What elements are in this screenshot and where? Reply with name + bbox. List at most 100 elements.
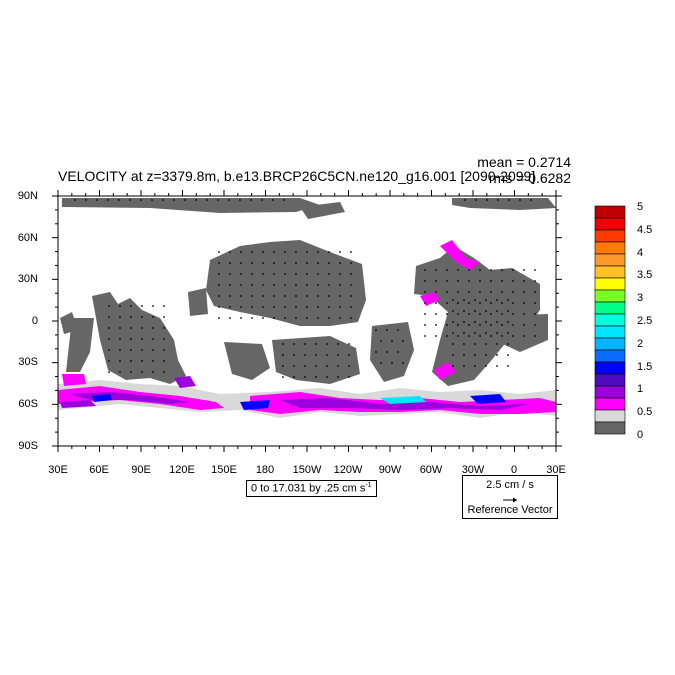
velocity-vector-dot [273, 284, 275, 286]
velocity-vector-dot [474, 299, 476, 301]
velocity-vector-dot [240, 295, 242, 297]
velocity-vector-dot [496, 321, 498, 323]
velocity-vector-dot [435, 291, 437, 293]
velocity-vector-dot [273, 306, 275, 308]
colorbar-box [594, 373, 626, 387]
velocity-vector-dot [239, 199, 241, 201]
velocity-vector-dot [337, 376, 339, 378]
colorbar-box [594, 409, 626, 423]
velocity-vector-dot [435, 280, 437, 282]
lat-label-0: 0 [31, 315, 38, 327]
velocity-vector-dot [446, 335, 448, 337]
velocity-vector-dot [463, 343, 465, 345]
velocity-vector-dot [328, 262, 330, 264]
velocity-vector-dot [317, 306, 319, 308]
velocity-vector-dot [490, 335, 492, 337]
lat-label-60n: 60N [17, 232, 38, 244]
velocity-vector-dot [306, 262, 308, 264]
velocity-vector-dot [386, 351, 388, 353]
velocity-vector-dot [218, 262, 220, 264]
velocity-vector-dot [317, 317, 319, 319]
velocity-vector-dot [534, 313, 536, 315]
velocity-vector-dot [251, 284, 253, 286]
velocity-vector-dot [184, 199, 186, 201]
velocity-vector-dot [218, 273, 220, 275]
velocity-vector-dot [262, 306, 264, 308]
velocity-vector-dot [501, 302, 503, 304]
velocity-vector-dot [152, 360, 154, 362]
velocity-vector-dot [474, 354, 476, 356]
velocity-vector-dot [350, 251, 352, 253]
velocity-vector-dot [130, 327, 132, 329]
velocity-vector-dot [295, 251, 297, 253]
velocity-vector-dot [306, 273, 308, 275]
velocity-vector-dot [283, 199, 285, 201]
velocity-vector-dot [130, 316, 132, 318]
velocity-vector-dot [141, 327, 143, 329]
velocity-vector-dot [141, 360, 143, 362]
velocity-vector-dot [348, 354, 350, 356]
colorbar-label-3: 3 [637, 292, 644, 304]
velocity-vector-dot [523, 280, 525, 282]
velocity-vector-dot [486, 199, 488, 201]
velocity-vector-dot [507, 321, 509, 323]
velocity-vector-dot [496, 343, 498, 345]
velocity-vector-dot [141, 338, 143, 340]
velocity-vector-dot [152, 327, 154, 329]
velocity-vector-dot [435, 302, 437, 304]
velocity-vector-dot [485, 343, 487, 345]
velocity-vector-dot [501, 313, 503, 315]
velocity-vector-dot [435, 269, 437, 271]
lon-label-90e: 90E [131, 464, 151, 476]
velocity-vector-dot [304, 354, 306, 356]
velocity-vector-dot [315, 343, 317, 345]
velocity-vector-dot [130, 360, 132, 362]
colorbar-box [594, 265, 626, 279]
velocity-vector-dot [424, 269, 426, 271]
velocity-vector-dot [251, 273, 253, 275]
velocity-vector-dot [229, 317, 231, 319]
colorbar-label-4-5: 4.5 [637, 224, 653, 236]
colorbar-label-1: 1 [637, 383, 644, 395]
velocity-vector-dot [507, 332, 509, 334]
velocity-vector-dot [328, 273, 330, 275]
velocity-vector-dot [391, 340, 393, 342]
velocity-vector-dot [530, 199, 532, 201]
velocity-vector-dot [293, 343, 295, 345]
velocity-vector-dot [452, 354, 454, 356]
velocity-vector-dot [497, 199, 499, 201]
velocity-vector-dot [463, 332, 465, 334]
velocity-vector-dot [457, 335, 459, 337]
velocity-vector-dot [507, 299, 509, 301]
velocity-vector-dot [326, 365, 328, 367]
colorbar-box [594, 217, 626, 231]
velocity-vector-dot [523, 269, 525, 271]
velocity-vector-dot [282, 365, 284, 367]
velocity-vector-dot [446, 269, 448, 271]
velocity-vector-dot [293, 376, 295, 378]
velocity-vector-dot [350, 295, 352, 297]
velocity-vector-dot [151, 199, 153, 201]
velocity-vector-dot [485, 354, 487, 356]
colorbar-box [594, 349, 626, 363]
lon-label-180: 180 [255, 464, 275, 476]
velocity-vector-dot [457, 280, 459, 282]
lat-label-60s: 60S [18, 398, 38, 410]
lon-label-60w: 60W [419, 464, 443, 476]
velocity-vector-dot [534, 302, 536, 304]
velocity-vector-dot [468, 291, 470, 293]
velocity-vector-dot [317, 251, 319, 253]
velocity-vector-dot [474, 332, 476, 334]
velocity-vector-dot [251, 295, 253, 297]
velocity-vector-dot [452, 321, 454, 323]
velocity-vector-dot [130, 305, 132, 307]
velocity-vector-dot [452, 365, 454, 367]
velocity-vector-dot [152, 305, 154, 307]
velocity-vector-dot [293, 354, 295, 356]
velocity-vector-dot [141, 371, 143, 373]
velocity-vector-dot [195, 199, 197, 201]
velocity-vector-dot [240, 317, 242, 319]
velocity-vector-dot [350, 284, 352, 286]
velocity-vector-dot [479, 302, 481, 304]
velocity-vector-dot [457, 324, 459, 326]
